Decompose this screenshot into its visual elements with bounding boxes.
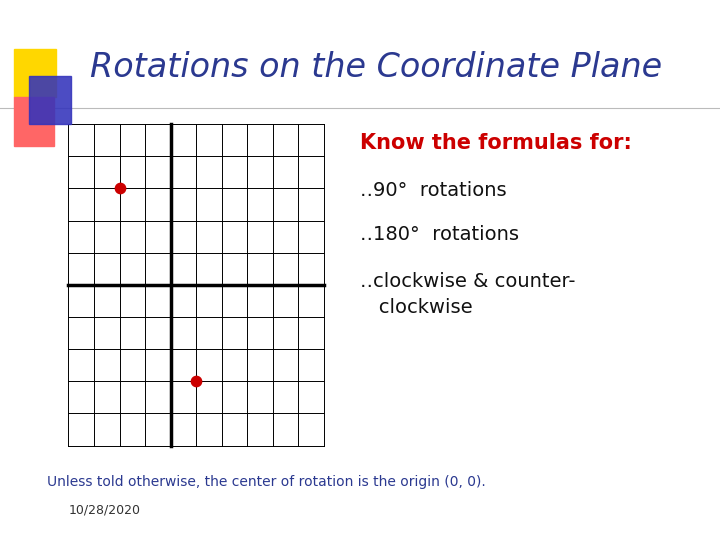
Text: ‥180°  rotations: ‥180° rotations [360, 225, 519, 245]
Text: Rotations on the Coordinate Plane: Rotations on the Coordinate Plane [90, 51, 662, 84]
Text: Know the formulas for:: Know the formulas for: [360, 133, 632, 153]
Bar [14, 49, 56, 97]
Point [190, 377, 202, 386]
Text: ‥clockwise & counter-
   clockwise: ‥clockwise & counter- clockwise [360, 272, 575, 317]
Text: ‥90°  rotations: ‥90° rotations [360, 180, 507, 200]
Bar [29, 76, 71, 124]
Bar [14, 97, 54, 146]
Point [114, 184, 125, 193]
Text: Unless told otherwise, the center of rotation is the origin (0, 0).: Unless told otherwise, the center of rot… [47, 475, 485, 489]
Text: 10/28/2020: 10/28/2020 [68, 504, 140, 517]
